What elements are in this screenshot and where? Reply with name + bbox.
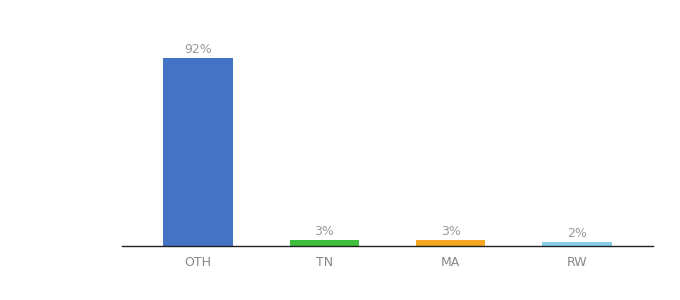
Text: 92%: 92% xyxy=(184,43,212,56)
Text: 3%: 3% xyxy=(441,225,460,238)
Bar xyxy=(542,242,612,246)
Bar xyxy=(416,240,486,246)
Text: 3%: 3% xyxy=(315,225,335,238)
Bar xyxy=(163,58,233,246)
Text: 2%: 2% xyxy=(567,227,587,240)
Bar xyxy=(290,240,359,246)
